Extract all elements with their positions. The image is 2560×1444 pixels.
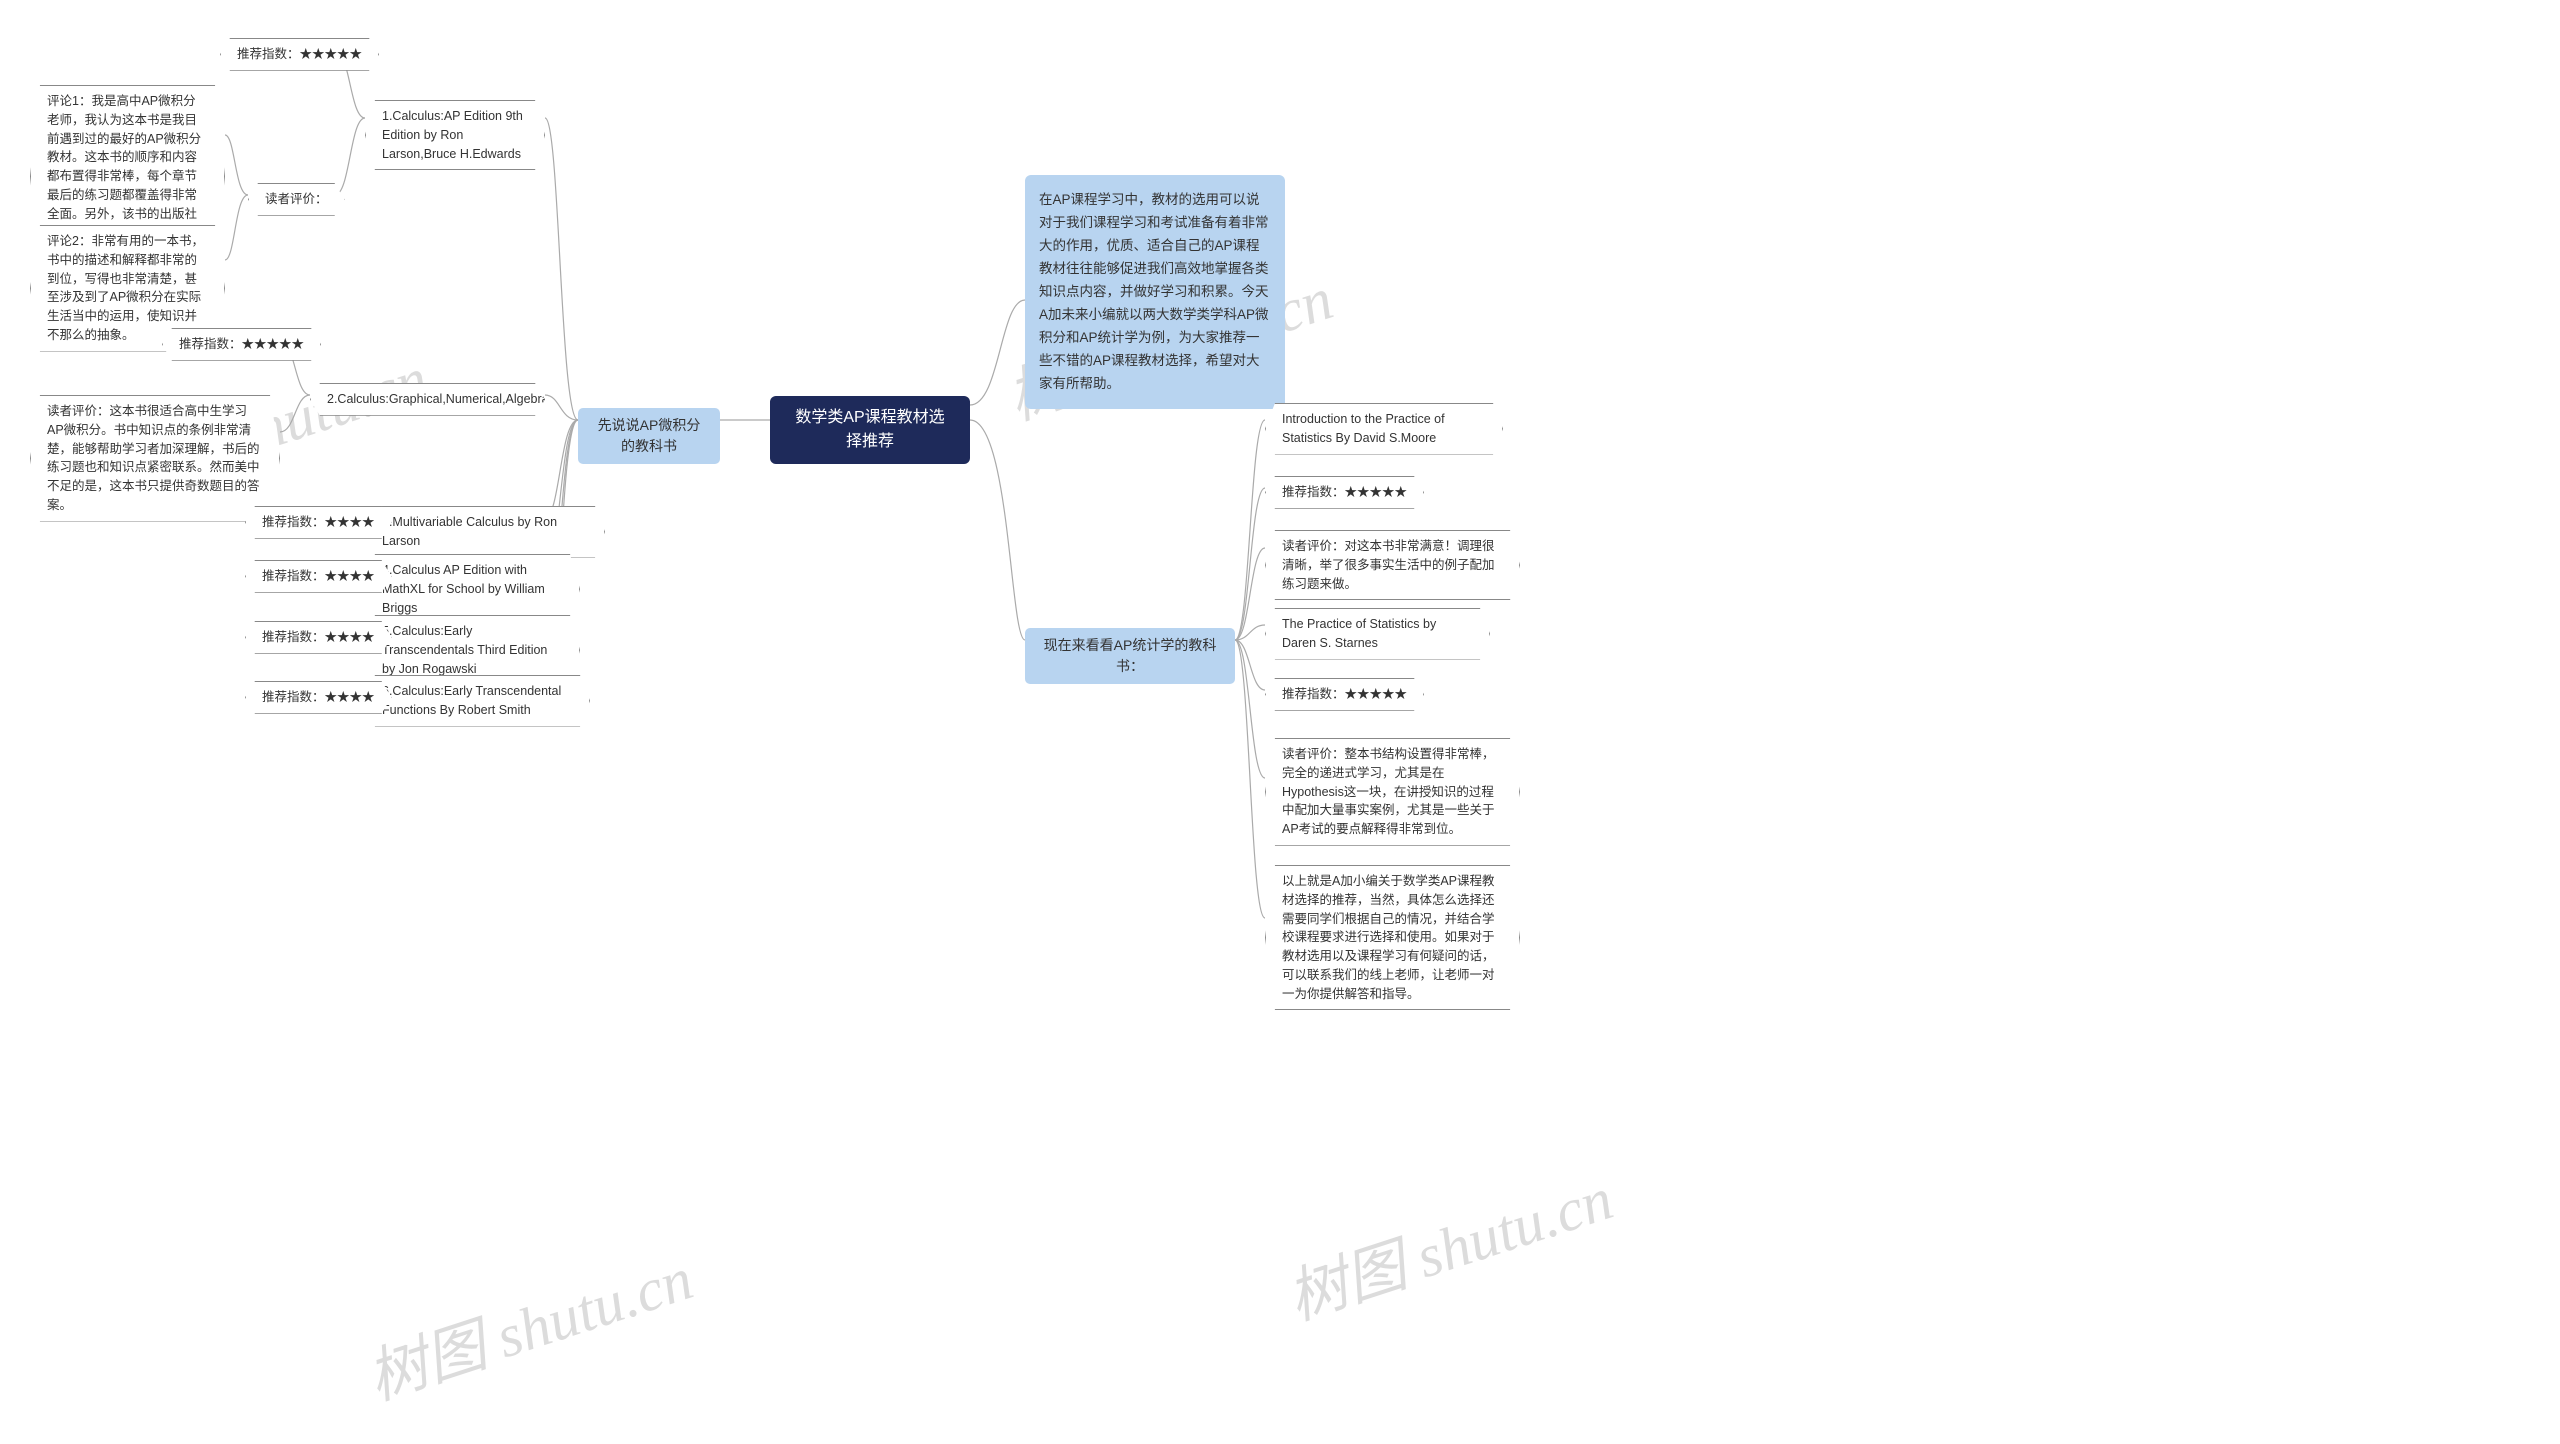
calc-book2-rating: 推荐指数：★★★★★ xyxy=(162,328,321,361)
center-title: 数学类AP课程教材选择推荐 xyxy=(770,396,970,464)
calc-book3-title: 3.Multivariable Calculus by Ron Larson xyxy=(365,506,605,558)
calc-book1-reader-label: 读者评价： xyxy=(248,183,345,216)
calc-book4-title: 4.Calculus AP Edition with MathXL for Sc… xyxy=(365,554,580,624)
stat-book2-rating: 推荐指数：★★★★★ xyxy=(1265,678,1424,711)
stat-book1-review: 读者评价：对这本书非常满意！调理很清晰，举了很多事实生活中的例子配加练习题来做。 xyxy=(1265,530,1520,600)
calc-book1-rating: 推荐指数：★★★★★ xyxy=(220,38,379,71)
stat-book1-rating: 推荐指数：★★★★★ xyxy=(1265,476,1424,509)
watermark: 树图 shutu.cn xyxy=(355,1230,702,1417)
calc-book4-rating: 推荐指数：★★★★ xyxy=(245,560,392,593)
watermark: 树图 shutu.cn xyxy=(1275,1150,1622,1337)
stat-summary: 以上就是A加小编关于数学类AP课程教材选择的推荐，当然，具体怎么选择还需要同学们… xyxy=(1265,865,1520,1010)
calc-book6-rating: 推荐指数：★★★★ xyxy=(245,681,392,714)
stat-book1-title: Introduction to the Practice of Statisti… xyxy=(1265,403,1503,455)
intro-box: 在AP课程学习中，教材的选用可以说对于我们课程学习和考试准备有着非常大的作用，优… xyxy=(1025,175,1285,409)
calc-book5-title: 5.Calculus:Early Transcendentals Third E… xyxy=(365,615,580,685)
stat-book2-title: The Practice of Statistics by Daren S. S… xyxy=(1265,608,1490,660)
calc-book3-rating: 推荐指数：★★★★ xyxy=(245,506,392,539)
calc-book6-title: 6.Calculus:Early Transcendental Function… xyxy=(365,675,590,727)
right-branch: 现在来看看AP统计学的教科书： xyxy=(1025,628,1235,684)
stat-book2-review: 读者评价：整本书结构设置得非常棒，完全的递进式学习，尤其是在Hypothesis… xyxy=(1265,738,1520,846)
calc-book1-title: 1.Calculus:AP Edition 9th Edition by Ron… xyxy=(365,100,545,170)
calc-book2-review: 读者评价：这本书很适合高中生学习AP微积分。书中知识点的条例非常清楚，能够帮助学… xyxy=(30,395,280,522)
left-branch: 先说说AP微积分的教科书 xyxy=(578,408,720,464)
calc-book5-rating: 推荐指数：★★★★ xyxy=(245,621,392,654)
calc-book2-title: 2.Calculus:Graphical,Numerical,Algebraic xyxy=(310,383,545,416)
